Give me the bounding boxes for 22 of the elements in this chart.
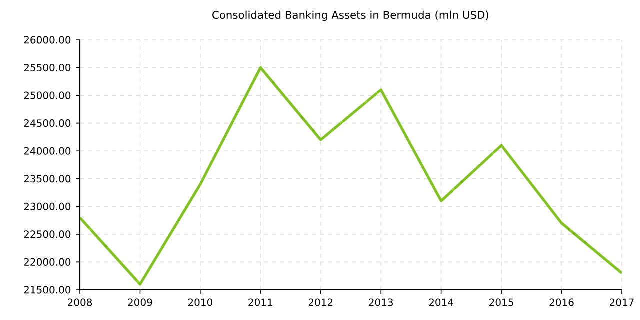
- y-tick-label: 21500.00: [24, 286, 71, 294]
- x-tick-label: 2015: [490, 298, 514, 306]
- x-tick-label: 2010: [188, 298, 212, 306]
- x-tick-label: 2013: [369, 298, 394, 306]
- x-tick-label: 2017: [610, 298, 634, 306]
- y-tick-label: 25000.00: [24, 92, 71, 100]
- x-tick-label: 2011: [248, 298, 272, 306]
- y-tick-label: 22500.00: [24, 230, 71, 238]
- x-tick-label: 2009: [128, 298, 152, 306]
- y-tick-label: 23500.00: [24, 175, 71, 183]
- x-tick-label: 2008: [68, 298, 92, 306]
- line-series: [80, 66, 622, 286]
- y-tick-label: 26000.00: [24, 36, 71, 44]
- y-tick-label: 25500.00: [24, 64, 71, 72]
- y-tick-label: 23000.00: [24, 202, 71, 210]
- y-tick-label: 22000.00: [24, 258, 71, 266]
- x-tick-label: 2012: [308, 298, 333, 306]
- y-tick-label: 24000.00: [24, 147, 71, 155]
- y-tick-label: 24500.00: [24, 120, 71, 128]
- x-tick-label: 2016: [550, 298, 574, 306]
- x-tick-label: 2014: [429, 298, 454, 306]
- chart-title: Consolidated Banking Assets in Bermuda (mln USD): [212, 10, 488, 22]
